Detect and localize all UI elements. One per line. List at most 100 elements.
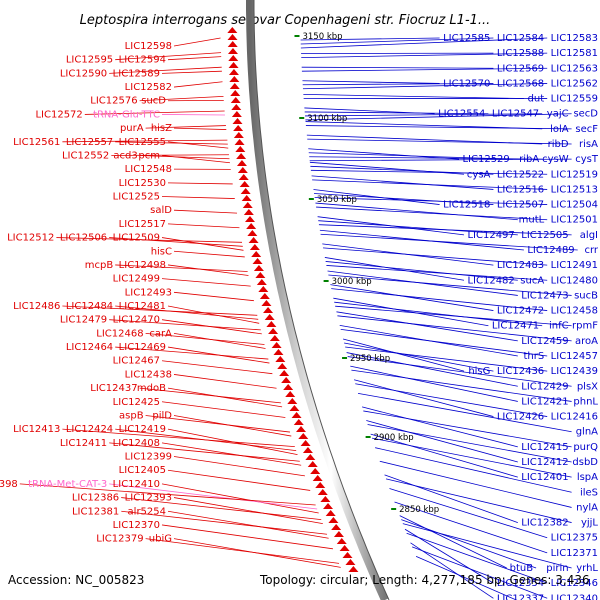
gene-label-lic12375[interactable]: LIC12375 [551, 533, 598, 544]
gene-label-lic12472[interactable]: LIC12472 [497, 306, 544, 317]
gene-label-rpmf[interactable]: rpmF [572, 321, 598, 332]
gene-label-pild[interactable]: pilD [152, 410, 172, 421]
gene-label-secd[interactable]: secD [573, 109, 598, 120]
gene-label-lic12346[interactable]: LIC12346 [551, 578, 598, 589]
gene-label-lic12429[interactable]: LIC12429 [521, 381, 568, 392]
gene-label-lic12340[interactable]: LIC12340 [551, 593, 598, 600]
gene-label-lic12561[interactable]: LIC12561 [13, 137, 60, 148]
gene-label-risa[interactable]: risA [579, 139, 598, 150]
gene-label-lic12419[interactable]: LIC12419 [119, 424, 166, 435]
gene-label-lic12506[interactable]: LIC12506 [60, 233, 107, 244]
gene-label-lic12517[interactable]: LIC12517 [119, 219, 166, 230]
gene-label-lic12379[interactable]: LIC12379 [96, 534, 143, 545]
gene-label-lic12594[interactable]: LIC12594 [119, 55, 166, 66]
gene-label-lic12483[interactable]: LIC12483 [497, 260, 544, 271]
gene-label-lic12569[interactable]: LIC12569 [497, 63, 544, 74]
gene-label-lic12548[interactable]: LIC12548 [125, 164, 172, 175]
gene-label-ubig[interactable]: ubiG [149, 534, 172, 545]
gene-label-lic12413[interactable]: LIC12413 [13, 424, 60, 435]
gene-label-thrs[interactable]: thrS [523, 351, 544, 362]
gene-label-alr5254[interactable]: alr5254 [128, 506, 166, 517]
gene-label-lic12497[interactable]: LIC12497 [467, 230, 514, 241]
gene-label-dut[interactable]: dut [528, 94, 545, 105]
gene-label-hisz[interactable]: hisZ [151, 123, 172, 134]
gene-label-lic12554[interactable]: LIC12554 [438, 109, 485, 120]
gene-label-lic12436[interactable]: LIC12436 [497, 366, 544, 377]
gene-label-lic12370[interactable]: LIC12370 [113, 520, 160, 531]
gene-label-lic12415[interactable]: LIC12415 [521, 442, 568, 453]
gene-label-lic12337[interactable]: LIC12337 [497, 593, 544, 600]
gene-label-lic12559[interactable]: LIC12559 [551, 94, 598, 105]
gene-label-secf[interactable]: secF [575, 124, 598, 135]
gene-label-lic12401[interactable]: LIC12401 [521, 472, 568, 483]
gene-label-lic12482[interactable]: LIC12482 [467, 275, 514, 286]
gene-label-cysw[interactable]: cysW [542, 154, 569, 165]
gene-label-lic12469[interactable]: LIC12469 [119, 342, 166, 353]
gene-label-yjjl[interactable]: yjjL [581, 518, 598, 529]
gene-label-hisc[interactable]: hisC [151, 246, 172, 257]
gene-label-lic12381[interactable]: LIC12381 [72, 506, 119, 517]
gene-label-lic12398[interactable]: LIC12398 [0, 479, 18, 490]
gene-label-lic12512[interactable]: LIC12512 [7, 233, 54, 244]
gene-label-lic12498[interactable]: LIC12498 [119, 260, 166, 271]
gene-label-pcm[interactable]: pcm [138, 150, 160, 161]
gene-label-lic12481[interactable]: LIC12481 [119, 301, 166, 312]
gene-label-lic12522[interactable]: LIC12522 [497, 169, 544, 180]
gene-label-lic12595[interactable]: LIC12595 [66, 55, 113, 66]
gene-label-lic12530[interactable]: LIC12530 [119, 178, 166, 189]
gene-label-lic12590[interactable]: LIC12590 [60, 68, 107, 79]
gene-label-lic12371[interactable]: LIC12371 [551, 548, 598, 559]
gene-label-aspb[interactable]: aspB [119, 410, 144, 421]
gene-label-lic12519[interactable]: LIC12519 [551, 169, 598, 180]
gene-label-lic12411[interactable]: LIC12411 [60, 438, 107, 449]
gene-label-lic12489[interactable]: LIC12489 [527, 245, 574, 256]
gene-label-lic12467[interactable]: LIC12467 [113, 356, 160, 367]
gene-label-lic12457[interactable]: LIC12457 [551, 351, 598, 362]
gene-label-lic12393[interactable]: LIC12393 [125, 493, 172, 504]
gene-label-lic12552[interactable]: LIC12552 [62, 150, 109, 161]
gene-label-lic12459[interactable]: LIC12459 [521, 336, 568, 347]
gene-label-lic12516[interactable]: LIC12516 [497, 184, 544, 195]
gene-label-lic12547[interactable]: LIC12547 [492, 109, 539, 120]
gene-label-pura[interactable]: purA [120, 123, 144, 134]
gene-label-lic12464[interactable]: LIC12464 [66, 342, 113, 353]
gene-label-lic12493[interactable]: LIC12493 [125, 287, 172, 298]
gene-label-lic12421[interactable]: LIC12421 [521, 396, 568, 407]
gene-label-lic12581[interactable]: LIC12581 [551, 48, 598, 59]
gene-label-lic12426[interactable]: LIC12426 [497, 412, 544, 423]
gene-label-lic12598[interactable]: LIC12598 [125, 41, 172, 52]
gene-label-lic12484[interactable]: LIC12484 [66, 301, 113, 312]
gene-label-lic12382[interactable]: LIC12382 [521, 518, 568, 529]
gene-label-lic12410[interactable]: LIC12410 [113, 479, 160, 490]
gene-label-aroa[interactable]: aroA [575, 336, 598, 347]
gene-label-lic12563[interactable]: LIC12563 [551, 63, 598, 74]
gene-label-btub[interactable]: btuB [510, 563, 534, 574]
gene-label-lic12416[interactable]: LIC12416 [551, 412, 598, 423]
gene-label-lic12584[interactable]: LIC12584 [497, 33, 544, 44]
gene-label-lic12589[interactable]: LIC12589 [113, 68, 160, 79]
gene-label-ribd[interactable]: ribD [548, 139, 569, 150]
gene-label-lic12518[interactable]: LIC12518 [443, 200, 490, 211]
gene-label-lic12471[interactable]: LIC12471 [492, 321, 539, 332]
gene-label-lic12588[interactable]: LIC12588 [497, 48, 544, 59]
gene-label-lspa[interactable]: lspA [577, 472, 598, 483]
gene-label-lic12529[interactable]: LIC12529 [462, 154, 509, 165]
gene-label-trna-met-cat-3[interactable]: tRNA-Met-CAT-3 [28, 479, 107, 490]
gene-label-cara[interactable]: carA [149, 328, 172, 339]
gene-label-lic12499[interactable]: LIC12499 [113, 274, 160, 285]
gene-label-lic12439[interactable]: LIC12439 [551, 366, 598, 377]
gene-label-plsx[interactable]: plsX [577, 381, 598, 392]
gene-label-lic12505[interactable]: LIC12505 [521, 230, 568, 241]
gene-label-lic12437[interactable]: LIC12437 [90, 383, 137, 394]
gene-label-dsbd[interactable]: dsbD [572, 457, 598, 468]
gene-label-lic12576[interactable]: LIC12576 [90, 96, 137, 107]
gene-label-lic12491[interactable]: LIC12491 [551, 260, 598, 271]
gene-label-lic12582[interactable]: LIC12582 [125, 82, 172, 93]
gene-label-yajc[interactable]: yajC [547, 109, 569, 120]
gene-label-lic12504[interactable]: LIC12504 [551, 200, 598, 211]
gene-label-sald[interactable]: salD [150, 205, 172, 216]
gene-label-lic12585[interactable]: LIC12585 [443, 33, 490, 44]
gene-label-lic12501[interactable]: LIC12501 [551, 215, 598, 226]
gene-label-lic12509[interactable]: LIC12509 [113, 233, 160, 244]
gene-label-lic12486[interactable]: LIC12486 [13, 301, 60, 312]
